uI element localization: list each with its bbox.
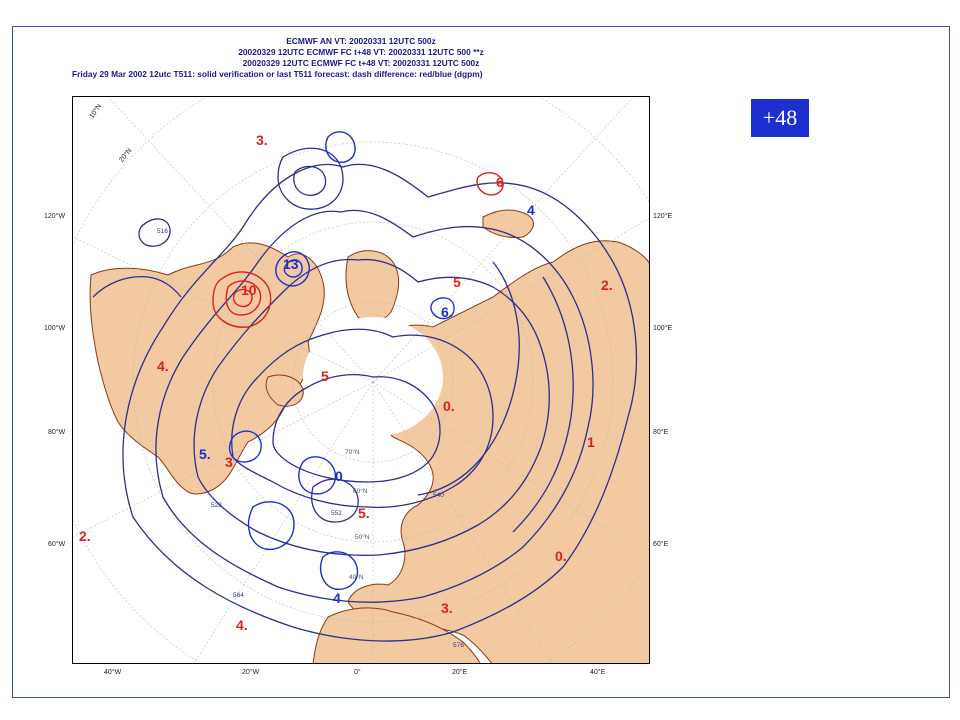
diff-label-pos-14: 3 (225, 454, 233, 470)
axis-label-bottom-40w: 40°W (104, 669, 122, 676)
land-layer (89, 209, 649, 663)
contour-small-pacific (138, 218, 171, 247)
contour-low-pacific-inner (293, 165, 327, 196)
land-africa (312, 607, 481, 663)
axis-label-right-100e: 100°E (653, 325, 673, 332)
diff-label-neg-3: 6. (441, 304, 453, 320)
diff-label-pos-7: 0. (443, 398, 455, 414)
positive-diff-labels: 3. 3. 5 2. 4. 5 0. 1 6 5. 0. 2. 4. 3 10 (79, 132, 613, 633)
diff-label-pos-3: 5 (453, 274, 461, 290)
polar-map: 3. 3. 5 2. 4. 5 0. 1 6 5. 0. 2. 4. 3 10 … (72, 96, 650, 664)
diff-label-neg-4: 5. (199, 446, 211, 462)
map-canvas: 3. 3. 5 2. 4. 5 0. 1 6 5. 0. 2. 4. 3 10 … (73, 97, 649, 663)
axis-label-left-80w: 80°W (48, 429, 66, 436)
axis-label-right-80e: 80°E (653, 429, 669, 436)
diff-label-pos-6: 5 (321, 368, 329, 384)
contour-low-pacific (277, 147, 344, 210)
contour-564 (155, 209, 594, 603)
contour-label-5: 564 (233, 592, 244, 599)
header-line-legend: Friday 29 Mar 2002 12utc T511: solid ver… (72, 69, 483, 79)
contour-552 (193, 258, 550, 556)
diff-label-pos-1: 3. (256, 132, 268, 148)
lat-label-50: 50°N (355, 533, 370, 541)
diff-label-pos-10: 5. (358, 505, 370, 521)
lat-label-70: 70°N (345, 448, 360, 456)
chart-header: ECMWF AN VT: 20020331 12UTC 500z 2002032… (72, 36, 650, 80)
negative-diff-labels: 4 13 6. 5. 0 4 (199, 202, 535, 606)
land-greenland (345, 250, 400, 323)
latitude-labels: 40°N 50°N 60°N 70°N (345, 448, 370, 581)
axis-label-left-60w: 60°W (48, 541, 66, 548)
diff-label-pos-12: 2. (79, 528, 91, 544)
diff-label-pos-2: 3. (441, 600, 453, 616)
diff-label-neg-1: 4 (527, 202, 535, 218)
axis-label-bottom-40e: 40°E (590, 669, 606, 676)
diff-label-pos-9: 6 (496, 174, 504, 190)
land-arctic-islands (265, 374, 304, 407)
contour-label-2: 528 (211, 502, 222, 509)
height-contours (92, 147, 638, 642)
diff-label-neg-5: 0 (335, 468, 343, 484)
contour-label-6: 576 (453, 642, 464, 649)
contour-540 (231, 328, 494, 508)
contour-outer-wave (92, 276, 182, 298)
header-line-analysis: ECMWF AN VT: 20020331 12UTC 500z (286, 36, 436, 46)
lat-label-40: 40°N (349, 573, 364, 581)
land-east-asia-islands (482, 209, 534, 238)
graticule (73, 97, 649, 663)
diff-label-pos-15: 10 (241, 282, 257, 298)
axis-label-left-100w: 100°W (44, 325, 66, 332)
contour-low-europe (311, 478, 359, 523)
diff-label-neg-2: 13 (283, 256, 299, 272)
contour-label-4: 552 (331, 510, 342, 517)
diff-label-pos-5: 4. (157, 358, 169, 374)
axis-label-bottom-0: 0° (354, 669, 361, 676)
diff-label-pos-13: 4. (236, 617, 248, 633)
contour-east-trough (417, 261, 520, 496)
diff-label-pos-8: 1 (587, 434, 595, 450)
diff-label-neg-6: 4 (333, 590, 341, 606)
negative-diff-contours (228, 131, 455, 590)
positive-diff-contours (212, 172, 504, 328)
contour-label-1: 516 (157, 228, 168, 235)
slide-frame (12, 26, 950, 698)
axis-label-right-60e: 60°E (653, 541, 669, 548)
axis-label-left-120w: 120°W (44, 213, 66, 220)
diff-label-pos-11: 0. (555, 548, 567, 564)
contour-value-labels: 516 528 540 552 564 576 (157, 228, 464, 649)
diff-label-pos-4: 2. (601, 277, 613, 293)
contour-576 (122, 163, 638, 642)
header-line-forecast: 20020329 12UTC ECMWF FC t+48 VT: 2002033… (242, 58, 480, 68)
axis-label-bottom-20w: 20°W (242, 669, 260, 676)
forecast-step-badge: +48 (751, 99, 809, 137)
contour-label-3: 540 (433, 492, 444, 499)
axis-label-right-120e: 120°E (653, 213, 673, 220)
contour-asia-ridge (512, 276, 574, 533)
header-line-forecast-dash: 20020329 12UTC ECMWF FC t+48 VT: 2002033… (238, 47, 484, 57)
axis-label-bottom-20e: 20°E (452, 669, 468, 676)
lat-label-60: 60°N (353, 487, 368, 495)
